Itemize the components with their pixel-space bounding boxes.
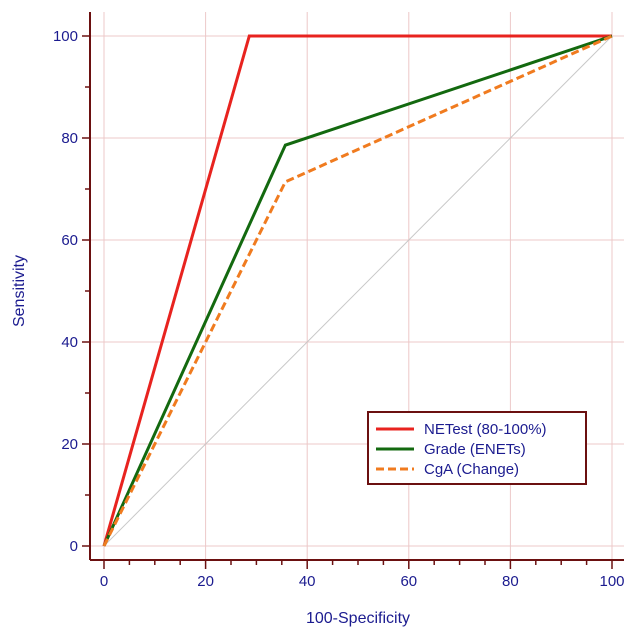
legend-label: NETest (80-100%)	[424, 421, 547, 438]
y-tick-label: 60	[61, 232, 78, 249]
grid-lines	[90, 12, 624, 560]
x-tick-label: 100	[599, 573, 624, 590]
legend: NETest (80-100%) Grade (ENETs) CgA (Change…	[367, 411, 587, 485]
x-tick-label: 40	[299, 573, 316, 590]
y-tick-label: 80	[61, 130, 78, 147]
axes	[82, 12, 624, 569]
y-tick-label: 40	[61, 334, 78, 351]
series-line-1	[102, 34, 613, 547]
x-tick-label: 0	[100, 573, 108, 590]
y-axis-label: Sensitivity	[11, 255, 28, 327]
legend-label: CgA (Change)	[424, 461, 519, 478]
y-tick-label: 0	[70, 538, 78, 555]
y-tick-label: 100	[53, 28, 78, 45]
y-tick-label: 20	[61, 436, 78, 453]
tick-labels: 0 20 40 60 80 100 0 20 40 60 80 100	[53, 28, 625, 590]
x-axis-label: 100-Specificity	[306, 610, 410, 627]
x-tick-label: 80	[502, 573, 519, 590]
legend-label: Grade (ENETs)	[424, 441, 526, 458]
series-lines	[102, 34, 613, 547]
series-line-2	[102, 34, 613, 547]
series-line-0	[102, 34, 612, 547]
reference-line	[103, 35, 613, 547]
x-tick-label: 20	[197, 573, 214, 590]
reference-diagonal	[103, 35, 613, 547]
x-tick-label: 60	[400, 573, 417, 590]
